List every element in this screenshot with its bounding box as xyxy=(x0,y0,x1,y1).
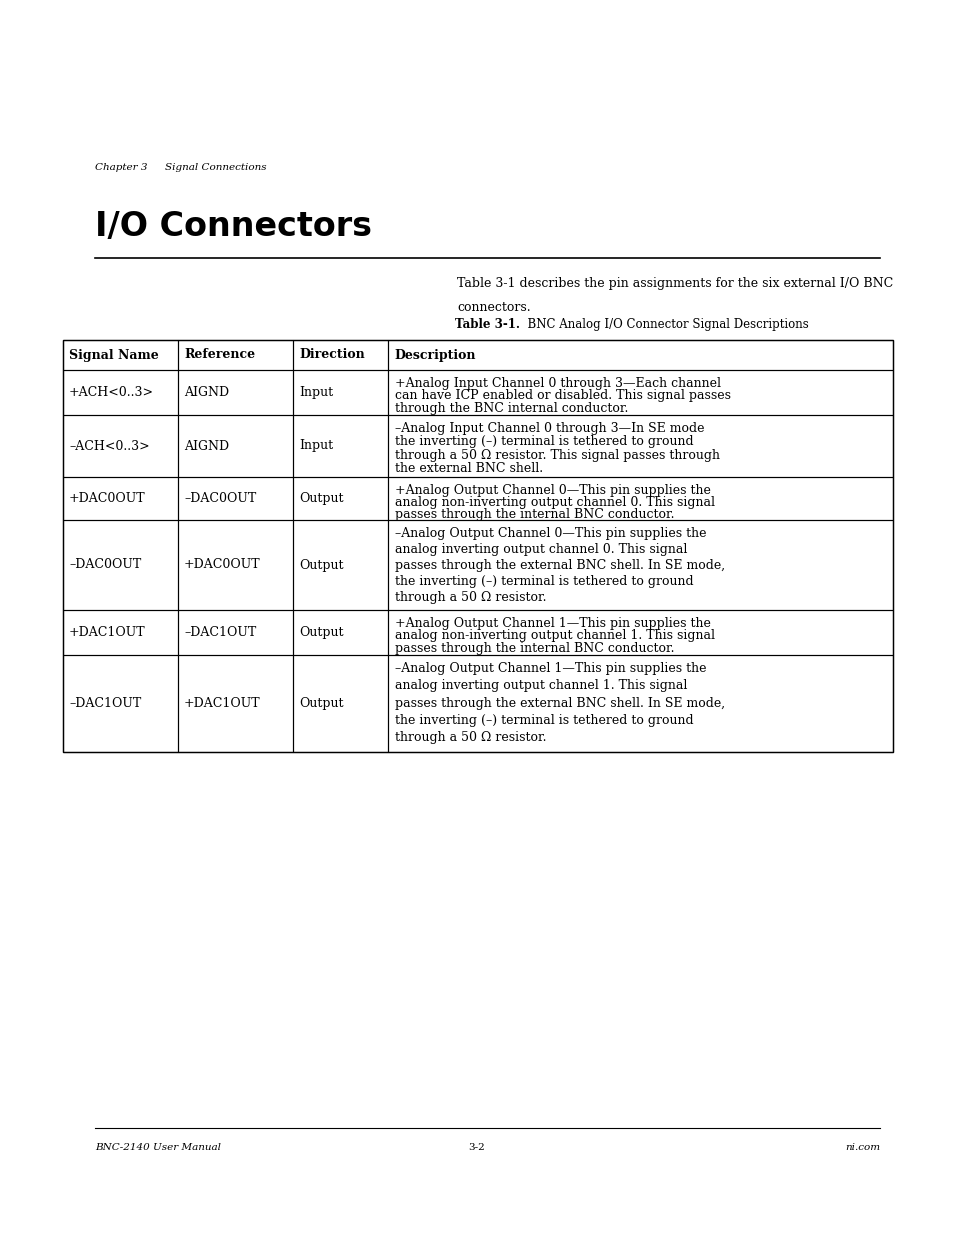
Text: passes through the external BNC shell. In SE mode,: passes through the external BNC shell. I… xyxy=(395,697,724,710)
Bar xyxy=(178,610,293,655)
Bar xyxy=(293,340,388,370)
Text: can have ICP enabled or disabled. This signal passes: can have ICP enabled or disabled. This s… xyxy=(395,389,730,403)
Text: Description: Description xyxy=(394,348,475,362)
Bar xyxy=(178,477,293,520)
Bar xyxy=(63,520,178,610)
Text: the external BNC shell.: the external BNC shell. xyxy=(395,462,542,475)
Bar xyxy=(178,655,293,752)
Bar xyxy=(178,340,293,370)
Bar xyxy=(63,340,892,752)
Text: +Analog Output Channel 0—This pin supplies the: +Analog Output Channel 0—This pin suppli… xyxy=(395,484,710,496)
Text: the inverting (–) terminal is tethered to ground: the inverting (–) terminal is tethered t… xyxy=(395,436,693,448)
Text: 3-2: 3-2 xyxy=(468,1144,485,1152)
Bar xyxy=(178,520,293,610)
Text: analog inverting output channel 1. This signal: analog inverting output channel 1. This … xyxy=(395,679,687,693)
Text: Chapter 3: Chapter 3 xyxy=(95,163,148,172)
Bar xyxy=(63,610,178,655)
Text: BNC Analog I/O Connector Signal Descriptions: BNC Analog I/O Connector Signal Descript… xyxy=(520,317,808,331)
Text: +DAC0OUT: +DAC0OUT xyxy=(69,492,146,505)
Text: +DAC1OUT: +DAC1OUT xyxy=(69,626,146,638)
Text: AIGND: AIGND xyxy=(184,440,229,452)
Text: +ACH<0..3>: +ACH<0..3> xyxy=(69,387,153,399)
Bar xyxy=(293,520,388,610)
Text: +DAC1OUT: +DAC1OUT xyxy=(184,697,260,710)
Bar xyxy=(293,610,388,655)
Text: Output: Output xyxy=(298,558,343,572)
Bar xyxy=(293,415,388,477)
Text: AIGND: AIGND xyxy=(184,387,229,399)
Text: the inverting (–) terminal is tethered to ground: the inverting (–) terminal is tethered t… xyxy=(395,576,693,588)
Bar xyxy=(63,655,178,752)
Text: –Analog Output Channel 1—This pin supplies the: –Analog Output Channel 1—This pin suppli… xyxy=(395,662,706,676)
Text: Output: Output xyxy=(298,697,343,710)
Text: Input: Input xyxy=(298,387,333,399)
Text: passes through the internal BNC conductor.: passes through the internal BNC conducto… xyxy=(395,642,674,655)
Bar xyxy=(388,340,892,370)
Text: +DAC0OUT: +DAC0OUT xyxy=(184,558,260,572)
Text: passes through the internal BNC conductor.: passes through the internal BNC conducto… xyxy=(395,508,674,521)
Text: Output: Output xyxy=(298,492,343,505)
Text: Input: Input xyxy=(298,440,333,452)
Text: Direction: Direction xyxy=(298,348,364,362)
Text: through the BNC internal conductor.: through the BNC internal conductor. xyxy=(395,403,628,415)
Text: Table 3-1 describes the pin assignments for the six external I/O BNC: Table 3-1 describes the pin assignments … xyxy=(457,277,893,290)
Bar xyxy=(293,370,388,415)
Text: –DAC0OUT: –DAC0OUT xyxy=(184,492,256,505)
Bar xyxy=(293,477,388,520)
Bar xyxy=(63,340,178,370)
Bar xyxy=(388,655,892,752)
Bar xyxy=(388,370,892,415)
Text: +Analog Input Channel 0 through 3—Each channel: +Analog Input Channel 0 through 3—Each c… xyxy=(395,377,720,390)
Bar xyxy=(178,415,293,477)
Text: ni.com: ni.com xyxy=(844,1144,879,1152)
Text: through a 50 Ω resistor.: through a 50 Ω resistor. xyxy=(395,731,546,745)
Bar xyxy=(63,415,178,477)
Text: –ACH<0..3>: –ACH<0..3> xyxy=(69,440,150,452)
Text: Reference: Reference xyxy=(184,348,254,362)
Bar xyxy=(293,655,388,752)
Text: analog non-inverting output channel 1. This signal: analog non-inverting output channel 1. T… xyxy=(395,630,714,642)
Bar xyxy=(63,477,178,520)
Bar xyxy=(388,477,892,520)
Text: through a 50 Ω resistor.: through a 50 Ω resistor. xyxy=(395,592,546,604)
Bar xyxy=(388,415,892,477)
Text: –DAC1OUT: –DAC1OUT xyxy=(69,697,141,710)
Bar xyxy=(178,370,293,415)
Bar xyxy=(388,520,892,610)
Text: Signal Connections: Signal Connections xyxy=(165,163,266,172)
Text: analog inverting output channel 0. This signal: analog inverting output channel 0. This … xyxy=(395,543,687,556)
Text: I/O Connectors: I/O Connectors xyxy=(95,210,372,243)
Bar xyxy=(388,610,892,655)
Text: –DAC1OUT: –DAC1OUT xyxy=(184,626,256,638)
Text: +Analog Output Channel 1—This pin supplies the: +Analog Output Channel 1—This pin suppli… xyxy=(395,618,710,630)
Text: passes through the external BNC shell. In SE mode,: passes through the external BNC shell. I… xyxy=(395,559,724,572)
Text: Signal Name: Signal Name xyxy=(69,348,158,362)
Text: Output: Output xyxy=(298,626,343,638)
Text: –Analog Input Channel 0 through 3—In SE mode: –Analog Input Channel 0 through 3—In SE … xyxy=(395,422,703,435)
Text: –Analog Output Channel 0—This pin supplies the: –Analog Output Channel 0—This pin suppli… xyxy=(395,527,706,540)
Bar xyxy=(63,370,178,415)
Text: –DAC0OUT: –DAC0OUT xyxy=(69,558,141,572)
Text: connectors.: connectors. xyxy=(457,301,531,314)
Text: through a 50 Ω resistor. This signal passes through: through a 50 Ω resistor. This signal pas… xyxy=(395,450,720,462)
Text: BNC-2140 User Manual: BNC-2140 User Manual xyxy=(95,1144,221,1152)
Text: Table 3-1.: Table 3-1. xyxy=(455,317,519,331)
Text: analog non-inverting output channel 0. This signal: analog non-inverting output channel 0. T… xyxy=(395,496,714,509)
Text: the inverting (–) terminal is tethered to ground: the inverting (–) terminal is tethered t… xyxy=(395,714,693,727)
